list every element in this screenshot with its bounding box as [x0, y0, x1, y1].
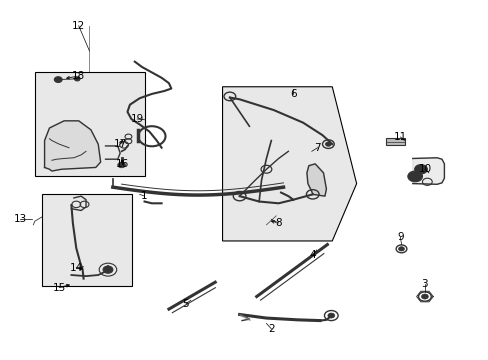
Text: 17: 17	[113, 139, 126, 149]
Circle shape	[414, 165, 427, 174]
Text: 6: 6	[289, 89, 296, 99]
Circle shape	[54, 77, 62, 82]
Bar	[42, 194, 132, 286]
Polygon shape	[105, 146, 120, 159]
Text: 13: 13	[14, 215, 27, 224]
Text: 10: 10	[418, 164, 430, 174]
Text: 11: 11	[393, 132, 407, 142]
Text: 16: 16	[116, 159, 129, 169]
Polygon shape	[306, 164, 326, 196]
Text: 8: 8	[275, 218, 282, 228]
Text: 5: 5	[183, 299, 189, 309]
Circle shape	[103, 266, 113, 273]
Polygon shape	[412, 158, 444, 184]
Circle shape	[74, 77, 80, 81]
Text: 4: 4	[309, 250, 315, 260]
Polygon shape	[44, 121, 101, 171]
Circle shape	[118, 162, 125, 168]
Circle shape	[407, 171, 422, 182]
Text: 2: 2	[267, 324, 274, 334]
Text: 14: 14	[69, 263, 83, 273]
Circle shape	[398, 247, 404, 251]
Text: 3: 3	[421, 279, 427, 289]
Text: 1: 1	[141, 191, 147, 201]
Polygon shape	[239, 315, 250, 320]
Circle shape	[327, 313, 334, 318]
Bar	[35, 72, 144, 176]
Polygon shape	[222, 87, 356, 241]
Text: 18: 18	[72, 71, 85, 81]
Text: 9: 9	[396, 232, 403, 242]
Text: 19: 19	[130, 114, 143, 124]
Text: 15: 15	[53, 283, 66, 293]
Circle shape	[325, 142, 330, 146]
Bar	[385, 138, 405, 145]
Text: 7: 7	[314, 143, 320, 153]
Circle shape	[421, 294, 427, 299]
Text: 12: 12	[72, 21, 85, 31]
